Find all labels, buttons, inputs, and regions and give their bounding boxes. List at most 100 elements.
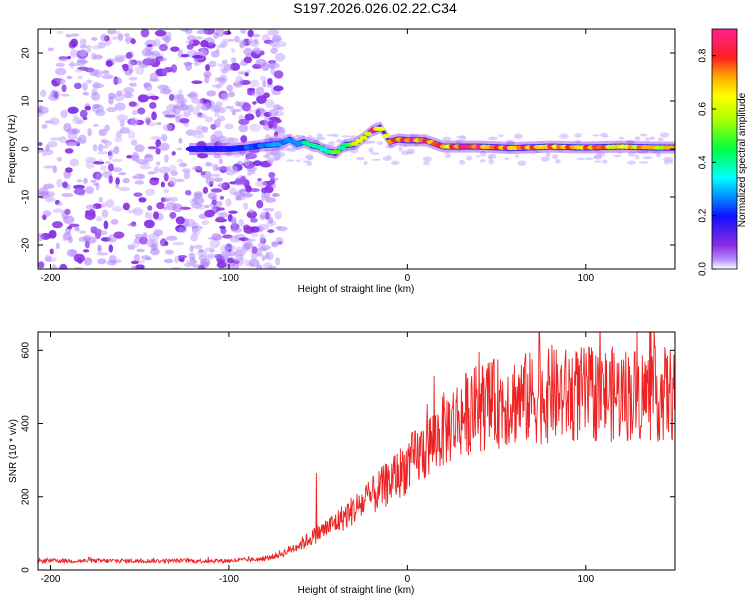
noise-cell xyxy=(128,76,138,81)
noise-cell xyxy=(98,159,104,163)
noise-cell xyxy=(56,156,63,162)
noise-cell xyxy=(222,38,229,44)
noise-cell xyxy=(205,162,214,167)
noise-cell xyxy=(269,61,276,70)
noise-cell xyxy=(184,218,196,226)
top-y-ticks: -20 -10 0 10 20 xyxy=(21,47,675,252)
top-y-tick-label: 10 xyxy=(21,95,32,107)
noise-cell xyxy=(242,102,252,112)
noise-cell xyxy=(150,136,162,140)
noise-cell xyxy=(49,248,54,255)
noise-cell xyxy=(341,135,350,138)
noise-cell xyxy=(236,160,244,166)
noise-cell xyxy=(82,249,90,253)
noise-cell xyxy=(237,178,247,184)
noise-cell xyxy=(235,75,243,84)
noise-cell xyxy=(56,202,63,206)
noise-cell xyxy=(38,142,43,146)
noise-cell xyxy=(269,177,279,181)
noise-cell xyxy=(321,143,331,147)
noise-cell xyxy=(131,109,139,116)
noise-cell xyxy=(65,33,72,38)
noise-cell xyxy=(192,106,200,116)
noise-cell xyxy=(371,158,381,161)
noise-cell xyxy=(210,106,220,112)
noise-cell xyxy=(183,111,191,118)
bottom-y-axis-label: SNR (10 * v/v) xyxy=(8,419,19,483)
noise-cell xyxy=(99,165,108,171)
noise-cell xyxy=(69,49,79,58)
noise-cell xyxy=(55,62,65,67)
noise-cell xyxy=(256,199,264,209)
noise-cell xyxy=(273,37,282,42)
noise-cell xyxy=(225,198,232,207)
noise-cell xyxy=(67,236,73,244)
noise-cell xyxy=(243,202,249,210)
noise-cell xyxy=(76,179,83,183)
noise-cell xyxy=(180,104,189,111)
noise-cell xyxy=(79,44,88,49)
noise-cell xyxy=(140,29,150,38)
noise-cell xyxy=(125,51,133,59)
noise-cell xyxy=(213,153,222,159)
noise-cell xyxy=(273,154,280,161)
ridge-cell xyxy=(377,126,386,132)
noise-cell xyxy=(640,133,648,137)
spectrogram-marks xyxy=(38,29,675,269)
noise-cell xyxy=(130,260,139,265)
noise-cell xyxy=(207,236,219,241)
noise-cell xyxy=(262,80,267,88)
noise-cell xyxy=(98,128,108,137)
noise-cell xyxy=(228,91,235,98)
noise-cell xyxy=(139,161,150,166)
noise-cell xyxy=(168,177,177,185)
noise-cell xyxy=(113,77,123,85)
noise-cell xyxy=(170,46,180,52)
noise-cell xyxy=(74,226,80,232)
noise-cell xyxy=(459,159,466,165)
noise-cell xyxy=(70,33,80,37)
noise-cell xyxy=(197,152,209,159)
noise-cell xyxy=(218,76,226,86)
noise-cell xyxy=(119,119,125,128)
noise-cell xyxy=(200,40,209,48)
noise-cell xyxy=(217,207,225,211)
noise-cell xyxy=(115,130,123,139)
noise-cell xyxy=(214,253,223,260)
noise-cell xyxy=(551,154,559,160)
noise-cell xyxy=(286,159,295,162)
noise-cell xyxy=(87,209,96,217)
noise-cell xyxy=(196,29,209,35)
noise-cell xyxy=(195,125,207,134)
noise-cell xyxy=(153,166,160,174)
noise-cell xyxy=(205,256,214,260)
top-x-tick-label: 0 xyxy=(405,273,411,284)
colorbar-tick-label: 0.6 xyxy=(698,102,709,116)
top-y-tick-label: -10 xyxy=(21,189,32,204)
noise-cell xyxy=(271,135,281,140)
noise-cell xyxy=(46,191,56,197)
noise-cell xyxy=(114,102,126,111)
noise-cell xyxy=(100,33,108,42)
noise-cell xyxy=(79,38,87,47)
noise-cell xyxy=(267,120,274,129)
noise-cell xyxy=(119,127,131,134)
noise-cell xyxy=(272,85,284,92)
noise-cell xyxy=(156,122,162,126)
noise-cell xyxy=(208,60,217,68)
noise-cell xyxy=(155,148,161,155)
noise-cell xyxy=(64,208,71,215)
noise-cell xyxy=(68,223,80,228)
noise-cell xyxy=(112,167,123,173)
noise-cell xyxy=(97,143,104,152)
noise-cell xyxy=(168,93,175,101)
bottom-y-tick-label: 200 xyxy=(21,488,32,505)
noise-cell xyxy=(118,186,131,192)
noise-cell xyxy=(166,235,178,241)
noise-cell xyxy=(244,238,256,243)
noise-cell xyxy=(249,188,260,193)
noise-cell xyxy=(113,93,125,102)
noise-cell xyxy=(157,84,169,90)
noise-cell xyxy=(126,209,139,214)
